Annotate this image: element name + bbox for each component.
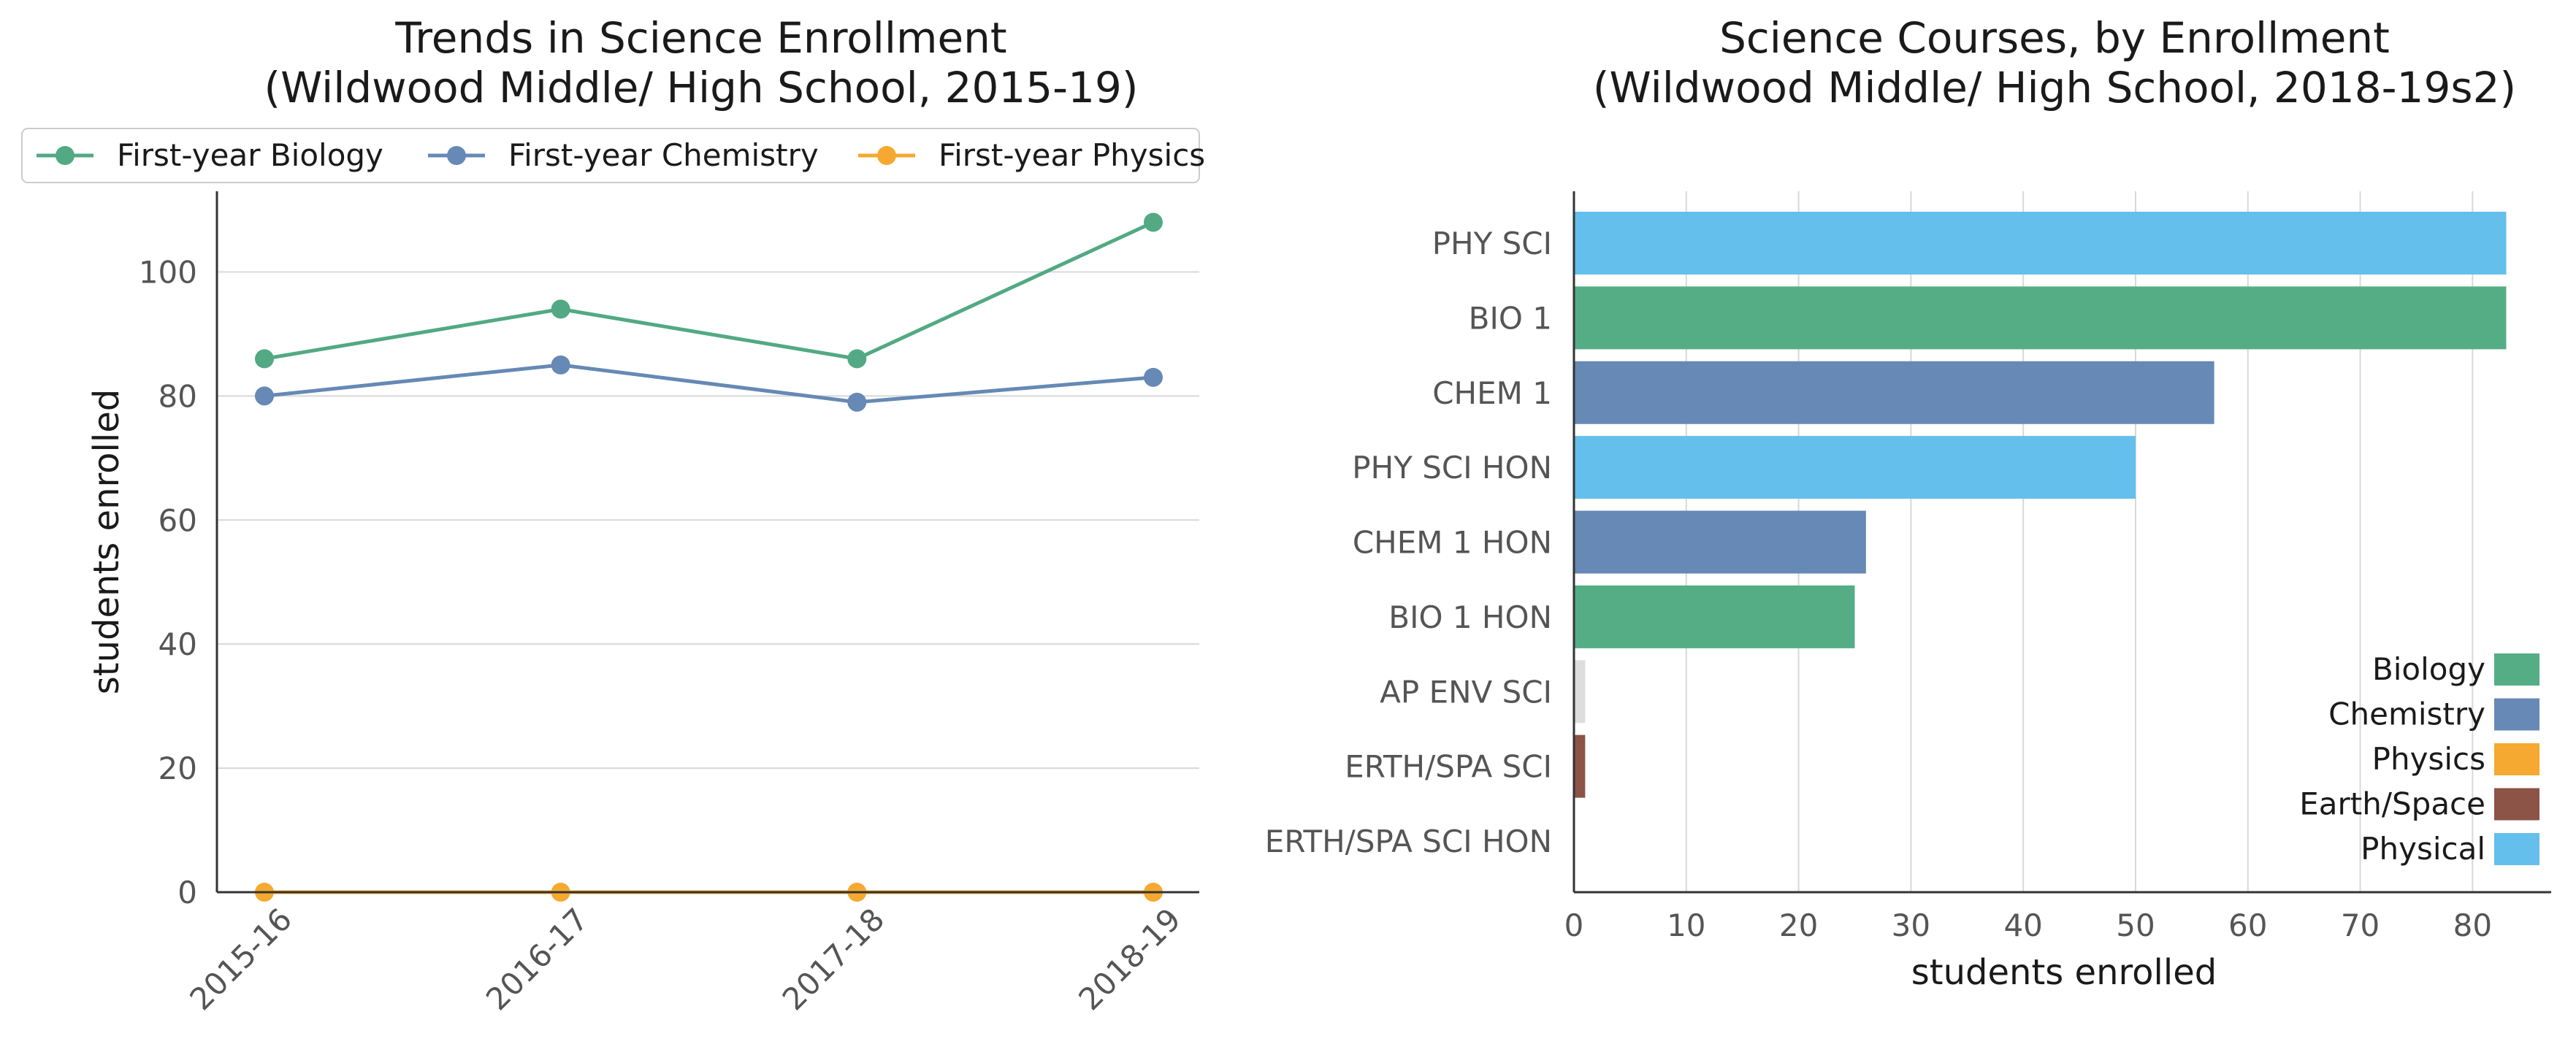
data-point-first-year-chemistry — [1144, 367, 1163, 387]
chart2-axes — [1572, 191, 2551, 894]
chart2-x-axis-label: students enrolled — [1911, 952, 2217, 993]
chart1-y-tick-label: 0 — [177, 875, 197, 910]
bar-chart: Science Courses, by Enrollment (Wildwood… — [1265, 13, 2551, 993]
legend-swatch-chemistry — [2494, 698, 2539, 731]
legend-label-first-year-biology: First-year Biology — [117, 137, 383, 173]
data-point-first-year-chemistry — [847, 392, 867, 412]
chart1-title-line2: (Wildwood Middle/ High School, 2015-19) — [264, 63, 1138, 112]
chart2-category-labels: PHY SCI BIO 1 CHEM 1 PHY SCI HON CHEM 1 HON B… — [1265, 226, 1552, 859]
bar-bio-1 — [1574, 286, 2507, 350]
chart1-series — [255, 212, 1163, 902]
chart2-title-line1: Science Courses, by Enrollment — [1719, 13, 2390, 63]
chart1-y-tick-label: 60 — [158, 502, 197, 538]
chart2-x-tick-label: 50 — [2116, 908, 2155, 943]
legend-swatch-earth-space — [2494, 788, 2539, 821]
data-point-first-year-biology — [255, 349, 274, 369]
chart1-x-tick-label: 2015-16 — [183, 901, 299, 1017]
chart1-y-tick-label: 20 — [158, 751, 197, 786]
series-line-first-year-biology — [264, 220, 1155, 361]
legend-marker-first-year-chemistry — [447, 146, 466, 165]
category-label-chem-1: CHEM 1 — [1432, 375, 1552, 411]
chart2-x-tick-label: 10 — [1667, 908, 1705, 943]
legend-label-physics: Physics — [2372, 741, 2485, 777]
chart1-y-axis-label: students enrolled — [86, 389, 127, 694]
category-label-chem-1-hon: CHEM 1 HON — [1353, 525, 1552, 561]
data-point-first-year-biology — [847, 349, 867, 369]
category-label-bio-1: BIO 1 — [1469, 300, 1552, 336]
chart1-gridlines — [217, 271, 1199, 770]
chart1-y-tick-label: 100 — [139, 254, 197, 290]
chart2-x-tick-label: 0 — [1564, 908, 1584, 943]
bar-erth-spa-sci — [1574, 734, 1586, 798]
data-point-first-year-biology — [1144, 212, 1163, 232]
data-point-first-year-chemistry — [551, 355, 570, 375]
legend-swatch-physics — [2494, 743, 2539, 775]
bar-ap-env-sci — [1574, 660, 1586, 724]
chart2-x-tick-label: 70 — [2341, 908, 2380, 943]
legend-label-first-year-chemistry: First-year Chemistry — [508, 137, 819, 173]
chart1-legend: First-year Biology First-year Chemistry Fi… — [21, 128, 1205, 183]
chart1-y-tick-label: 40 — [158, 626, 197, 662]
category-label-ap-env-sci: AP ENV SCI — [1380, 674, 1552, 710]
chart1-x-tick-label: 2018-19 — [1071, 901, 1188, 1017]
bar-phy-sci-hon — [1574, 436, 2136, 499]
chart2-legend: Biology Chemistry Physics Earth/Space Physic… — [2299, 651, 2539, 867]
chart2-x-tick-label: 20 — [1779, 908, 1818, 943]
chart1-axes — [215, 191, 1199, 894]
chart2-x-tick-label: 60 — [2228, 908, 2267, 943]
legend-label-biology: Biology — [2372, 651, 2485, 687]
legend-label-physical: Physical — [2361, 831, 2485, 867]
category-label-bio-1-hon: BIO 1 HON — [1388, 599, 1552, 635]
legend-marker-first-year-biology — [56, 146, 74, 165]
line-chart: Trends in Science Enrollment (Wildwood M… — [21, 13, 1205, 1017]
chart2-x-tick-label: 80 — [2453, 908, 2492, 943]
category-label-phy-sci: PHY SCI — [1432, 226, 1552, 261]
bar-chem-1-hon — [1574, 510, 1866, 574]
chart1-x-tick-labels: 2015-16 2016-17 2017-18 2018-19 — [183, 901, 1188, 1017]
category-label-erth-spa-sci: ERTH/SPA SCI — [1345, 749, 1552, 785]
legend-swatch-biology — [2494, 653, 2539, 686]
category-label-phy-sci-hon: PHY SCI HON — [1352, 450, 1552, 486]
bar-bio-1-hon — [1574, 585, 1855, 648]
chart1-x-tick-label: 2016-17 — [479, 901, 595, 1017]
bar-chem-1 — [1574, 361, 2214, 424]
data-point-first-year-biology — [551, 299, 570, 319]
chart1-title-line1: Trends in Science Enrollment — [394, 13, 1006, 63]
chart1-y-tick-labels: 0 20 40 60 80 100 — [139, 254, 197, 910]
chart2-x-tick-label: 40 — [2003, 908, 2042, 943]
series-line-first-year-chemistry — [264, 363, 1154, 404]
legend-label-first-year-physics: First-year Physics — [939, 137, 1205, 173]
legend-swatch-physical — [2494, 833, 2539, 865]
bar-phy-sci — [1574, 212, 2507, 275]
legend-marker-first-year-physics — [877, 146, 896, 165]
chart2-x-tick-label: 30 — [1892, 908, 1930, 943]
data-point-first-year-chemistry — [255, 386, 274, 406]
category-label-erth-spa-sci-hon: ERTH/SPA SCI HON — [1265, 824, 1552, 859]
chart1-x-tick-label: 2017-18 — [776, 901, 892, 1017]
chart1-legend-box — [21, 128, 1200, 183]
chart2-bars — [1574, 212, 2507, 798]
chart2-title-line2: (Wildwood Middle/ High School, 2018-19s2… — [1593, 63, 2516, 112]
legend-label-chemistry: Chemistry — [2328, 697, 2485, 732]
chart1-y-tick-label: 80 — [158, 378, 197, 414]
chart2-x-tick-labels: 0 10 20 30 40 50 60 70 80 — [1564, 908, 2492, 943]
legend-label-earth-space: Earth/Space — [2299, 786, 2485, 822]
